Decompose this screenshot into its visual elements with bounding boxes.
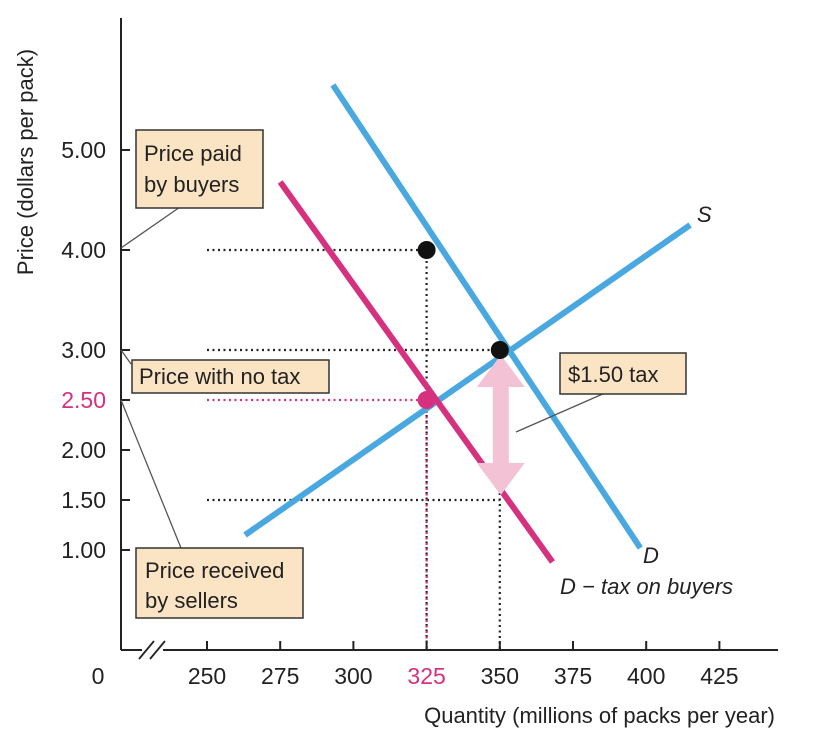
y-tick-label: 2.50 [61,387,106,413]
price-paid-by-buyers-box [135,129,264,209]
price-received-by-sellers-box [135,547,304,619]
tax-arrow [476,355,525,495]
equilibrium-with-tax-point [417,391,436,409]
price-paid-by-buyers-text: by buyers [144,172,239,197]
price-paid-by-buyers-leader [120,206,181,249]
x-tick-label: 425 [700,663,738,689]
axes: 1.00 1.50 2.00 2.50 3.00 4.00 5.00 250 275 300 325… [13,18,778,728]
price-paid-by-buyers-text: Price paid [144,141,242,166]
axis-break-mark [149,640,166,660]
price-with-no-tax-text: Price with no tax [139,364,300,389]
x-tick-label: 250 [188,663,226,689]
demand-label: D [643,543,659,568]
callouts: Price paid by buyers Price with no tax $1.5… [120,129,687,619]
tax-amount-leader [515,392,606,433]
demand-minus-tax-label: D − tax on buyers [560,574,733,599]
price-with-no-tax-box [131,359,330,394]
series-line-0 [243,222,692,538]
curves: S D D − tax on buyers [243,83,733,599]
price-received-by-sellers-leader [120,399,182,549]
x-tick-label: 300 [334,663,372,689]
x-tick-label: 400 [627,663,665,689]
y-tick-label: 1.50 [61,487,106,513]
price-with-no-tax-leader [120,349,132,365]
x-tick-label: 275 [261,663,299,689]
y-tick-label: 2.00 [61,437,106,463]
tax-amount-box [559,352,687,395]
series-line-2 [277,180,555,564]
x-tick-label: 350 [481,663,519,689]
axis-break-mark [138,640,155,660]
price-received-by-sellers-text: Price received [145,558,284,583]
supply-label: S [697,202,712,227]
y-tick-label: 1.00 [61,537,106,563]
price-received-by-sellers-text: by sellers [145,588,238,613]
series-line-1 [330,83,643,550]
x-tick-label: 325 [407,663,445,689]
y-axis-title: Price (dollars per pack) [13,49,38,275]
x-tick-label: 375 [554,663,592,689]
tax-arrow-group [476,355,525,495]
origin-label: 0 [92,663,105,689]
tax-amount-text: $1.50 tax [568,362,659,387]
points [417,241,509,409]
price-paid-by-buyers-point [417,241,436,259]
y-tick-label: 3.00 [61,337,106,363]
equilibrium-no-tax-point [490,341,509,359]
x-axis-title: Quantity (millions of packs per year) [424,703,775,728]
y-tick-label: 5.00 [61,137,106,163]
y-tick-label: 4.00 [61,237,106,263]
